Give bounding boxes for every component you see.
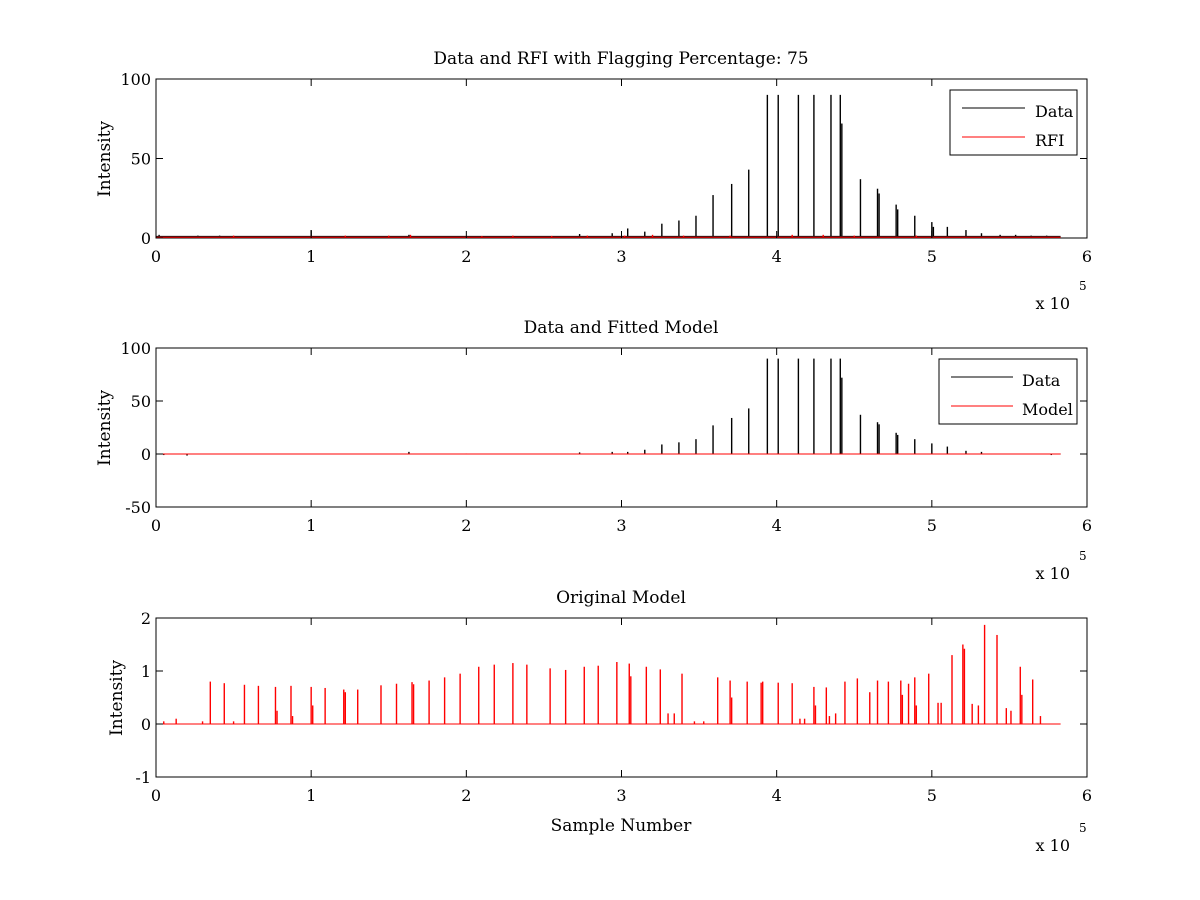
series-layer <box>156 94 1061 238</box>
x-tick-label: 4 <box>772 247 782 266</box>
legend-box <box>938 358 1078 425</box>
y-tick-label: -50 <box>125 498 151 517</box>
x-exponent-power: 5 <box>1079 279 1087 293</box>
x-tick-label: 1 <box>306 247 316 266</box>
y-tick-label: 50 <box>131 392 151 411</box>
x-tick-label: 6 <box>1082 247 1092 266</box>
y-tick-label: 1 <box>141 662 151 681</box>
x-exponent-base: x 10 <box>1036 836 1070 855</box>
x-exponent-base: x 10 <box>1036 294 1070 313</box>
y-axis-label: Intensity <box>95 121 115 197</box>
panel-title: Data and RFI with Flagging Percentage: 7… <box>433 49 808 69</box>
panel-title: Original Model <box>556 588 686 608</box>
x-exponent-power: 5 <box>1079 549 1087 563</box>
legend-label-data: Data <box>1022 371 1061 390</box>
y-tick-label: 0 <box>141 229 151 248</box>
x-tick-label: 3 <box>616 516 626 535</box>
panel-data-rfi: Data and RFI with Flagging Percentage: 7… <box>95 49 1092 313</box>
legend: Data RFI <box>949 89 1078 156</box>
x-tick-label: 1 <box>306 786 316 805</box>
x-exponent-power: 5 <box>1079 821 1087 835</box>
legend-label-data: Data <box>1035 102 1074 121</box>
x-exponent-base: x 10 <box>1036 564 1070 583</box>
x-tick-label: 2 <box>461 516 471 535</box>
y-tick-label: 50 <box>131 150 151 169</box>
series-layer <box>156 624 1061 725</box>
y-tick-label: 100 <box>120 70 151 89</box>
x-tick-label: 0 <box>151 516 161 535</box>
x-tick-label: 5 <box>927 786 937 805</box>
y-tick-label: 100 <box>120 339 151 358</box>
y-tick-label: 0 <box>141 715 151 734</box>
x-tick-label: 2 <box>461 786 471 805</box>
legend-label-model: Model <box>1022 400 1073 419</box>
tick-layer: 0 1 2 3 4 5 6 0 50 100 <box>120 70 1092 266</box>
axes-box <box>155 347 1088 508</box>
x-tick-label: 3 <box>616 247 626 266</box>
x-tick-label: 4 <box>772 786 782 805</box>
x-tick-label: 5 <box>927 516 937 535</box>
legend-label-rfi: RFI <box>1035 131 1064 150</box>
x-tick-label: 0 <box>151 786 161 805</box>
x-tick-label: 1 <box>306 516 316 535</box>
x-axis-label: Sample Number <box>551 816 693 836</box>
x-tick-label: 3 <box>616 786 626 805</box>
x-tick-label: 6 <box>1082 786 1092 805</box>
legend-box <box>949 89 1078 156</box>
x-tick-label: 0 <box>151 247 161 266</box>
y-axis-label: Intensity <box>95 390 115 466</box>
axes-box <box>155 617 1088 778</box>
x-tick-label: 6 <box>1082 516 1092 535</box>
axes-box <box>155 78 1088 239</box>
x-tick-label: 2 <box>461 247 471 266</box>
y-tick-label: -1 <box>135 768 151 787</box>
panel-title: Data and Fitted Model <box>524 318 719 338</box>
x-tick-label: 5 <box>927 247 937 266</box>
series-layer <box>156 358 1061 456</box>
y-tick-label: 2 <box>141 609 151 628</box>
x-tick-label: 4 <box>772 516 782 535</box>
y-axis-label: Intensity <box>107 660 127 736</box>
legend: Data Model <box>938 358 1078 425</box>
y-tick-label: 0 <box>141 445 151 464</box>
